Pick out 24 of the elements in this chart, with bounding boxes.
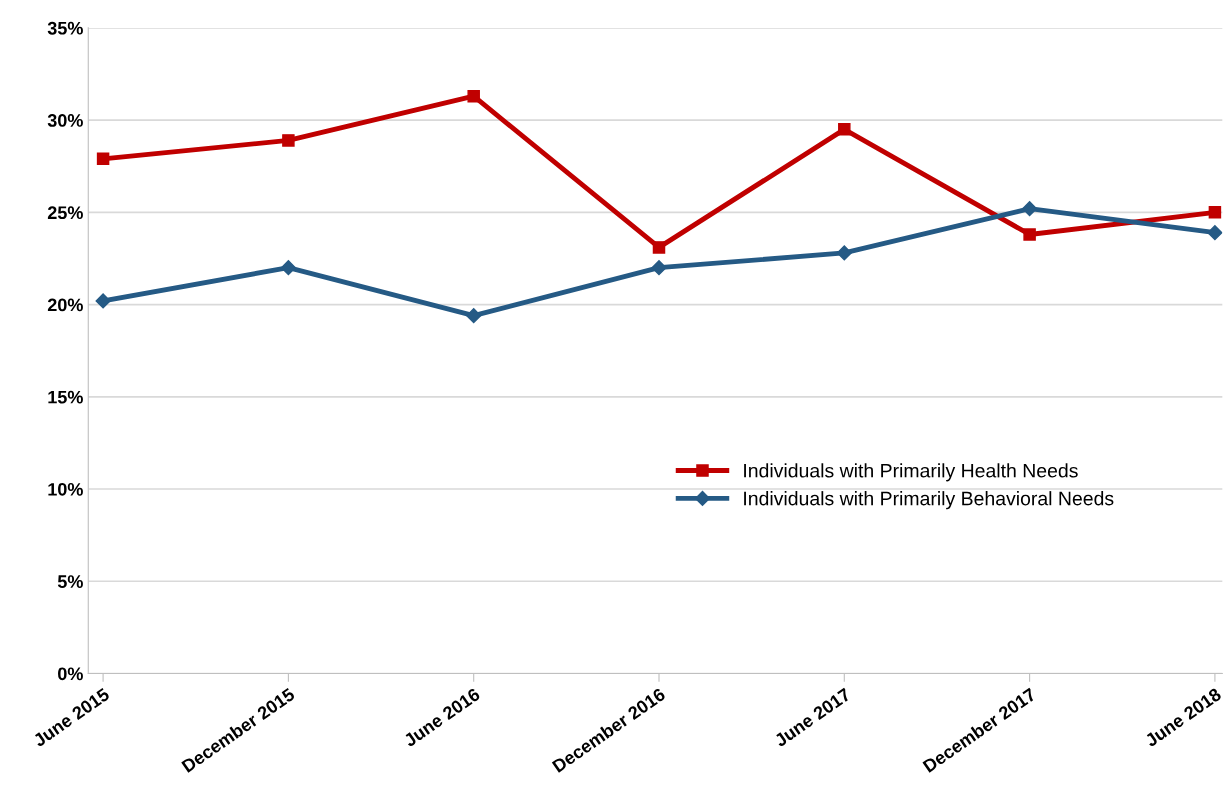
point (1022, 201, 1038, 217)
y-tick-label: 25% (47, 206, 83, 220)
point (282, 134, 295, 147)
point (838, 123, 851, 136)
y-tick-label: 10% (48, 482, 83, 496)
point (651, 260, 667, 276)
point (466, 308, 482, 324)
legend-label: Individuals with Primarily Behavioral Needs (744, 491, 1114, 510)
point (467, 89, 480, 103)
y-tick-label: 5% (57, 575, 83, 588)
y-tick-label: 15% (48, 390, 83, 404)
legend-label: Individuals with Primarily Health Needs (744, 463, 1078, 482)
y-tick-label: 30% (47, 114, 83, 127)
point (1023, 228, 1036, 241)
point (1208, 206, 1222, 219)
point (280, 260, 296, 276)
point (95, 293, 111, 309)
point (1207, 225, 1223, 241)
point (652, 241, 666, 254)
y-tick-label: 20% (47, 298, 83, 312)
point (96, 152, 110, 166)
y-tick-label: 35% (47, 21, 83, 35)
y-tick-label: 0% (58, 667, 83, 681)
point (836, 245, 852, 261)
